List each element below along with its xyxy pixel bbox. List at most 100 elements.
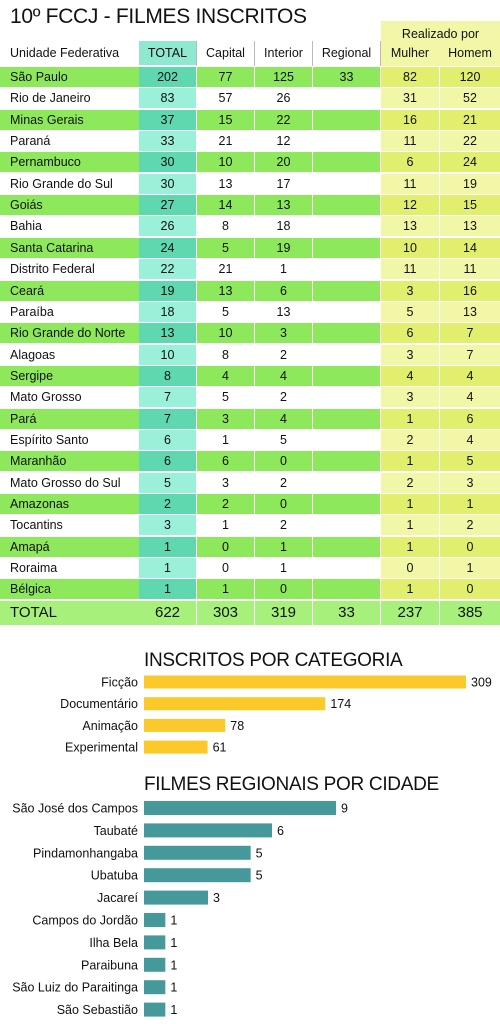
cell-capital: 14 bbox=[197, 195, 254, 215]
cell-state: Amazonas bbox=[0, 494, 139, 514]
cell-regional bbox=[313, 473, 380, 493]
cell-regional bbox=[313, 345, 380, 365]
cell-capital: 6 bbox=[197, 451, 254, 471]
cidade-bar bbox=[144, 845, 251, 860]
cell-mulher: 1 bbox=[381, 409, 439, 429]
cell-value: 10 bbox=[403, 241, 417, 255]
cell-total: 26 bbox=[139, 216, 196, 236]
cell-mulher: 82 bbox=[381, 67, 439, 87]
cell-value: 5 bbox=[222, 305, 229, 319]
cell-value: 1 bbox=[466, 497, 474, 511]
cell-capital: 1 bbox=[197, 579, 254, 599]
cell-total: 27 bbox=[139, 195, 196, 215]
cell-state: Roraima bbox=[0, 558, 139, 578]
cell-value: 1 bbox=[406, 540, 414, 554]
cell-homem: 3 bbox=[440, 473, 500, 493]
row-label: Alagoas bbox=[10, 348, 56, 362]
cell-value: 6 bbox=[406, 155, 414, 169]
cell-value: 125 bbox=[273, 70, 294, 84]
cell-total: 24 bbox=[139, 238, 196, 258]
cidade-bar bbox=[144, 1002, 166, 1017]
cell-value: 26 bbox=[276, 91, 291, 105]
cell-homem: 4 bbox=[440, 430, 500, 450]
cell-value: 0 bbox=[466, 582, 474, 596]
cell-value: 1 bbox=[164, 540, 171, 554]
cell-interior: 2 bbox=[255, 515, 312, 535]
cell-value: 22 bbox=[463, 134, 477, 148]
table-row: Mato Grosso 7 5 2 3 4 bbox=[0, 387, 500, 407]
cell-total: 1 bbox=[139, 579, 196, 599]
cell-regional bbox=[313, 537, 380, 557]
cell-value: 5 bbox=[406, 305, 414, 319]
cell-mulher: 10 bbox=[381, 238, 439, 258]
cell-value: 20 bbox=[276, 155, 291, 169]
cell-capital: 0 bbox=[197, 537, 254, 557]
cell-value: 1 bbox=[280, 561, 287, 575]
cidade-category-label: Taubaté bbox=[94, 824, 139, 838]
cidade-bar bbox=[144, 868, 251, 883]
table-row: Alagoas 10 8 2 3 7 bbox=[0, 345, 500, 365]
cell-mulher: 1 bbox=[381, 494, 439, 514]
total-header-highlight bbox=[139, 41, 196, 65]
cell-value: 83 bbox=[160, 91, 175, 105]
cell-value: 33 bbox=[338, 604, 355, 621]
cell-value: 18 bbox=[276, 219, 291, 233]
cell-total: 5 bbox=[139, 473, 196, 493]
cell-homem: 7 bbox=[440, 345, 500, 365]
cell-value: 0 bbox=[466, 540, 474, 554]
cell-value: 1 bbox=[466, 561, 474, 575]
cell-value: 2 bbox=[280, 348, 287, 362]
cell-capital: 5 bbox=[197, 387, 254, 407]
table-row: Paraíba 18 5 13 5 13 bbox=[0, 302, 500, 322]
cell-value: 13 bbox=[160, 326, 175, 340]
cell-regional bbox=[313, 131, 380, 151]
cell-homem: 19 bbox=[440, 174, 500, 194]
cell-value: 27 bbox=[160, 198, 175, 212]
table-row: Maranhão 6 6 0 1 5 bbox=[0, 451, 500, 471]
header-divider bbox=[196, 41, 197, 66]
cell-interior: 319 bbox=[255, 601, 312, 625]
cell-total: 7 bbox=[139, 409, 196, 429]
cell-state: Ceará bbox=[0, 281, 139, 301]
categoria-value-label: 309 bbox=[471, 676, 492, 690]
cell-homem: 13 bbox=[440, 302, 500, 322]
cell-value: 1 bbox=[406, 518, 414, 532]
cell-total: 202 bbox=[139, 67, 196, 87]
cell-interior: 13 bbox=[255, 302, 312, 322]
cell-capital: 3 bbox=[197, 473, 254, 493]
cell-capital: 5 bbox=[197, 302, 254, 322]
row-label: Bahia bbox=[10, 219, 42, 233]
cell-regional bbox=[313, 174, 380, 194]
cell-regional bbox=[313, 281, 380, 301]
cidade-bar bbox=[144, 957, 166, 972]
cell-value: 26 bbox=[160, 219, 175, 233]
cell-total: 30 bbox=[139, 174, 196, 194]
table-row: Goiás 27 14 13 12 15 bbox=[0, 195, 500, 215]
cell-value: 0 bbox=[406, 561, 414, 575]
cell-value: 6 bbox=[280, 284, 287, 298]
cell-state: Espírito Santo bbox=[0, 430, 139, 450]
cell-value: 6 bbox=[222, 454, 229, 468]
cidade-bar bbox=[144, 823, 272, 838]
cell-value: 4 bbox=[466, 433, 474, 447]
row-label: Paraná bbox=[10, 134, 51, 148]
cell-value: 15 bbox=[218, 113, 233, 127]
cell-mulher: 3 bbox=[381, 387, 439, 407]
cell-value: 37 bbox=[160, 113, 175, 127]
cell-mulher: 3 bbox=[381, 281, 439, 301]
cell-regional bbox=[313, 515, 380, 535]
cell-value: 5 bbox=[222, 390, 229, 404]
cell-value: 6 bbox=[406, 326, 414, 340]
cell-value: 2 bbox=[164, 497, 171, 511]
cell-regional bbox=[313, 409, 380, 429]
categoria-value-label: 61 bbox=[213, 741, 227, 755]
cell-regional: 33 bbox=[313, 601, 380, 625]
cidade-value-label: 1 bbox=[170, 958, 177, 972]
categoria-bar bbox=[144, 740, 208, 754]
cell-value: 1 bbox=[280, 262, 287, 276]
row-label: Tocantins bbox=[10, 518, 63, 532]
cell-homem: 14 bbox=[440, 238, 500, 258]
cell-total: 2 bbox=[139, 494, 196, 514]
cell-value: 77 bbox=[218, 70, 233, 84]
categoria-bar bbox=[144, 697, 326, 711]
